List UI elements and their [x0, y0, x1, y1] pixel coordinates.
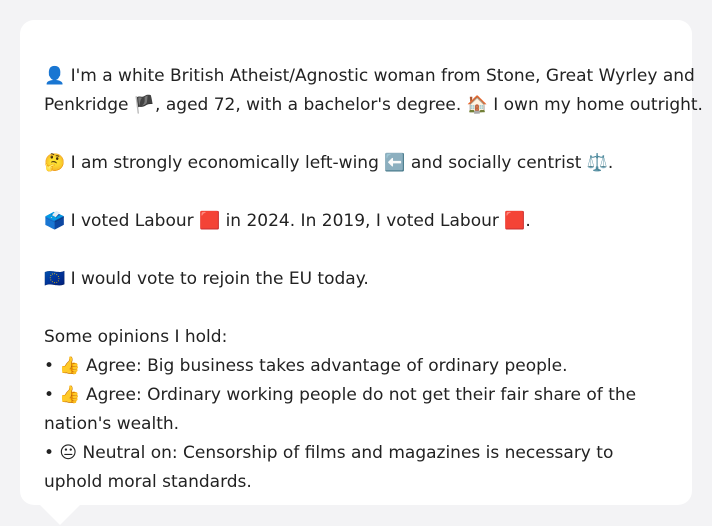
- eu-stance: 🇪🇺 I would vote to rejoin the EU today.: [44, 269, 369, 289]
- persona-message-bubble: 👤 I'm a white British Atheist/Agnostic w…: [20, 20, 703, 505]
- political-leaning: 🤔 I am strongly economically left-wing ⬅…: [44, 153, 614, 173]
- spacer: [44, 178, 668, 207]
- spacer: [44, 120, 668, 149]
- intro-line-1: 👤 I'm a white British Atheist/Agnostic w…: [44, 66, 695, 86]
- opinion-item: • 😐 Neutral on: Censorship of films and …: [44, 443, 614, 492]
- spacer: [44, 294, 668, 323]
- voting-history: 🗳️ I voted Labour 🟥 in 2024. In 2019, I …: [44, 211, 531, 231]
- bubble-tail: [40, 505, 80, 525]
- intro-line-2: Penkridge 🏴, aged 72, with a bachelor's …: [44, 95, 703, 115]
- opinion-item: • 👍 Agree: Ordinary working people do no…: [44, 385, 637, 434]
- opinions-heading: Some opinions I hold:: [44, 327, 228, 347]
- spacer: [44, 236, 668, 265]
- opinion-item: • 👍 Agree: Big business takes advantage …: [44, 356, 568, 376]
